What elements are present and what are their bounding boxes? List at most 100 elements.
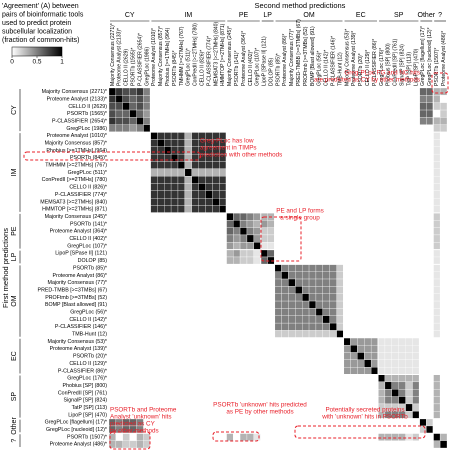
- heatmap-cell: [219, 440, 227, 449]
- heatmap-cell: [336, 330, 344, 338]
- heatmap-cell: [129, 183, 137, 192]
- heatmap-cell: [246, 322, 255, 331]
- heatmap-cell: [322, 109, 330, 118]
- heatmap-cell: [405, 161, 413, 169]
- heatmap-cell: [143, 300, 151, 309]
- row-label: Proteome Analyst (364)*: [50, 229, 107, 235]
- heatmap-cell: [343, 212, 351, 221]
- heatmap-cell: [433, 198, 441, 206]
- row-label: PSORTb (1507)*: [67, 434, 107, 440]
- heatmap-cell: [129, 87, 137, 96]
- heatmap-cell: [281, 344, 289, 353]
- heatmap-cell: [157, 315, 165, 324]
- heatmap-cell: [115, 212, 123, 221]
- heatmap-cell: [439, 330, 448, 338]
- heatmap-cell: [143, 264, 151, 272]
- heatmap-cell: [219, 359, 227, 368]
- heatmap-cell: [405, 249, 413, 258]
- heatmap-cell: [157, 374, 165, 383]
- heatmap-cell: [170, 227, 179, 236]
- heatmap-cell: [115, 344, 123, 353]
- heatmap-cell: [336, 359, 344, 368]
- heatmap-cell: [150, 234, 158, 243]
- heatmap-cell: [212, 102, 220, 111]
- heatmap-cell: [239, 109, 248, 118]
- row-label: Majority Consensus (2271)*: [42, 89, 107, 95]
- heatmap-cell: [122, 396, 130, 405]
- heatmap-cell: [226, 249, 234, 258]
- heatmap-cell: [364, 117, 372, 125]
- heatmap-cell: [184, 322, 192, 331]
- heatmap-cell: [329, 278, 337, 287]
- heatmap-cell: [281, 381, 289, 390]
- heatmap-cell: [288, 117, 296, 125]
- heatmap-cell: [343, 139, 351, 147]
- heatmap-cell: [164, 425, 172, 434]
- heatmap-cell: [239, 344, 248, 353]
- heatmap-cell: [157, 124, 165, 133]
- heatmap-cell: [226, 322, 234, 331]
- heatmap-cell: [315, 161, 323, 169]
- heatmap-cell: [412, 315, 420, 324]
- heatmap-cell: [336, 308, 344, 316]
- heatmap-cell: [295, 440, 303, 449]
- heatmap-cell: [336, 227, 344, 236]
- heatmap-cell: [267, 102, 275, 111]
- annotation-box: [294, 425, 426, 439]
- heatmap-cell: [412, 249, 420, 258]
- heatmap-cell: [157, 242, 165, 250]
- heatmap-cell: [253, 198, 261, 206]
- heatmap-cell: [308, 411, 317, 419]
- heatmap-cell: [364, 433, 372, 441]
- heatmap-cell: [398, 198, 406, 206]
- heatmap-cell: [384, 271, 392, 280]
- heatmap-cell: [384, 425, 392, 434]
- heatmap-cell: [150, 109, 158, 118]
- heatmap-cell: [260, 330, 268, 338]
- heatmap-cell: [295, 117, 303, 125]
- heatmap-cell: [405, 153, 413, 162]
- heatmap-cell: [370, 396, 379, 405]
- heatmap-cell: [177, 220, 186, 228]
- heatmap-cell: [274, 109, 282, 118]
- heatmap-cell: [329, 190, 337, 199]
- row-label: MEMSAT3 [>=2TMHs] (840): [40, 199, 107, 205]
- heatmap-cell: [233, 264, 241, 272]
- heatmap-cell: [301, 183, 310, 192]
- heatmap-cell: [212, 227, 220, 236]
- heatmap-cell: [295, 271, 303, 280]
- heatmap-cell: [212, 242, 220, 250]
- heatmap-cell: [281, 153, 289, 162]
- heatmap-cell: [357, 168, 365, 177]
- heatmap-cell: [412, 161, 420, 169]
- heatmap-cell: [370, 95, 379, 103]
- heatmap-cell: [246, 109, 255, 118]
- heatmap-cell: [205, 322, 213, 331]
- heatmap-cell: [122, 389, 130, 397]
- heatmap-cell: [115, 249, 123, 258]
- heatmap-cell: [184, 278, 192, 287]
- heatmap-cell: [170, 212, 179, 221]
- heatmap-cell: [157, 220, 165, 228]
- heatmap-cell: [108, 330, 117, 338]
- heatmap-cell: [281, 124, 289, 133]
- heatmap-cell: [253, 286, 261, 294]
- heatmap-cell: [281, 139, 289, 147]
- heatmap-cell: [136, 330, 144, 338]
- heatmap-cell: [384, 102, 392, 111]
- heatmap-cell: [288, 124, 296, 133]
- row-label: GregPLoc (1986): [66, 126, 107, 132]
- heatmap-cell: [329, 396, 337, 405]
- heatmap-cell: [253, 183, 261, 192]
- heatmap-cell: [164, 337, 172, 346]
- heatmap-cell: [350, 381, 358, 390]
- heatmap-cell: [405, 337, 413, 346]
- heatmap-cell: [350, 300, 358, 309]
- heatmap-cell: [129, 396, 137, 405]
- heatmap-cell: [322, 220, 330, 228]
- heatmap-cell: [364, 109, 372, 118]
- heatmap-cell: [357, 381, 365, 390]
- heatmap-cell: [364, 183, 372, 192]
- heatmap-cell: [419, 359, 427, 368]
- heatmap-cell: [260, 286, 268, 294]
